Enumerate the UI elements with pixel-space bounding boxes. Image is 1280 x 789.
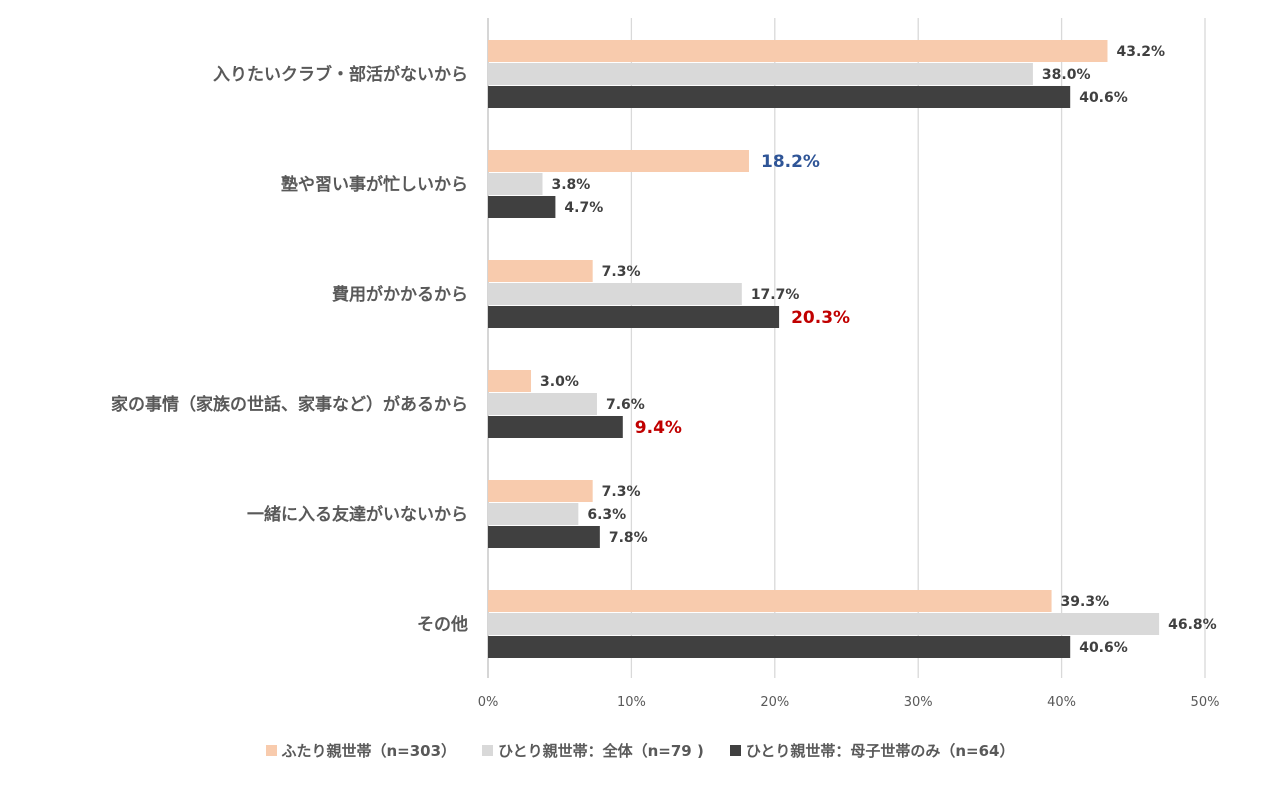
category-label: 塾や習い事が忙しいから bbox=[281, 174, 468, 195]
bar bbox=[488, 613, 1160, 635]
data-label: 3.0% bbox=[540, 374, 579, 390]
bar bbox=[488, 150, 749, 172]
bar bbox=[488, 416, 623, 438]
data-label: 4.7% bbox=[564, 200, 603, 216]
data-label: 9.4% bbox=[635, 418, 682, 438]
data-label: 40.6% bbox=[1079, 90, 1128, 106]
bar bbox=[488, 590, 1052, 612]
x-tick-label: 30% bbox=[904, 695, 933, 710]
data-label: 46.8% bbox=[1168, 617, 1217, 633]
data-label: 17.7% bbox=[751, 287, 800, 303]
legend: ふたり親世帯（n=303） ひとり親世帯：全体（n=79 ) ひとり親世帯：母子… bbox=[0, 740, 1280, 761]
x-tick-label: 40% bbox=[1047, 695, 1076, 710]
data-label: 3.8% bbox=[551, 177, 590, 193]
bar bbox=[488, 40, 1108, 62]
bar bbox=[488, 370, 532, 392]
data-label: 18.2% bbox=[761, 152, 820, 172]
category-label: 家の事情（家族の世話、家事など）があるから bbox=[111, 394, 468, 415]
category-label: 入りたいクラブ・部活がないから bbox=[213, 64, 468, 85]
data-label: 7.8% bbox=[609, 530, 648, 546]
legend-item-single-mother: ひとり親世帯：母子世帯のみ（n=64） bbox=[729, 740, 1015, 761]
legend-item-two-parent: ふたり親世帯（n=303） bbox=[265, 740, 457, 761]
x-tick-label: 0% bbox=[478, 695, 499, 710]
category-label: 費用がかかるから bbox=[332, 284, 468, 305]
bar bbox=[488, 480, 593, 502]
data-label: 40.6% bbox=[1079, 640, 1128, 656]
category-label: 一緒に入る友達がいないから bbox=[247, 504, 468, 525]
bar bbox=[488, 196, 556, 218]
bar bbox=[488, 636, 1071, 658]
bar bbox=[488, 63, 1033, 85]
bar bbox=[488, 393, 597, 415]
category-label: その他 bbox=[417, 614, 468, 635]
bar bbox=[488, 283, 742, 305]
bar bbox=[488, 526, 600, 548]
data-label: 6.3% bbox=[587, 507, 626, 523]
legend-label: ふたり親世帯（n=303） bbox=[281, 742, 457, 760]
data-label: 7.3% bbox=[602, 264, 641, 280]
bar bbox=[488, 306, 780, 328]
legend-swatch bbox=[482, 745, 494, 756]
legend-item-single-parent-all: ひとり親世帯：全体（n=79 ) bbox=[482, 740, 704, 761]
data-label: 20.3% bbox=[791, 308, 850, 328]
x-tick-label: 50% bbox=[1191, 695, 1220, 710]
legend-swatch bbox=[729, 745, 741, 756]
bar bbox=[488, 503, 579, 525]
data-label: 39.3% bbox=[1061, 594, 1110, 610]
data-label: 7.6% bbox=[606, 397, 645, 413]
bar bbox=[488, 260, 593, 282]
bar bbox=[488, 86, 1071, 108]
data-label: 7.3% bbox=[602, 484, 641, 500]
data-label: 38.0% bbox=[1042, 67, 1091, 83]
data-label: 43.2% bbox=[1116, 44, 1165, 60]
x-tick-label: 20% bbox=[760, 695, 789, 710]
x-tick-label: 10% bbox=[617, 695, 646, 710]
legend-swatch bbox=[265, 745, 277, 756]
legend-label: ひとり親世帯：母子世帯のみ（n=64） bbox=[745, 742, 1015, 760]
bar bbox=[488, 173, 543, 195]
legend-label: ひとり親世帯：全体（n=79 ) bbox=[498, 742, 704, 760]
